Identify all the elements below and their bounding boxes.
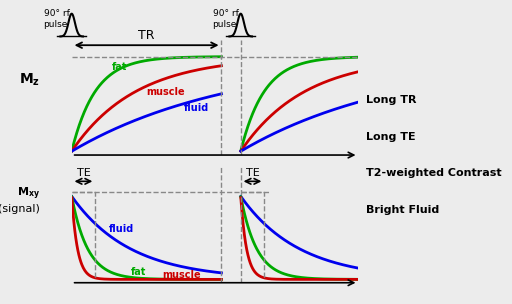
Text: fluid: fluid [109, 224, 134, 234]
Text: 90° rf
pulse: 90° rf pulse [44, 9, 70, 29]
Text: muscle: muscle [163, 270, 201, 280]
Text: fat: fat [131, 267, 146, 277]
Text: Long TE: Long TE [366, 132, 416, 142]
Text: T2-weighted Contrast: T2-weighted Contrast [366, 168, 502, 178]
Text: Bright Fluid: Bright Fluid [366, 205, 439, 215]
Text: TE: TE [77, 168, 90, 178]
Text: $\mathbf{M_{xy}}$
(signal): $\mathbf{M_{xy}}$ (signal) [0, 185, 40, 214]
Text: fluid: fluid [184, 103, 209, 113]
Text: TR: TR [138, 29, 155, 42]
Text: $\mathbf{M_z}$: $\mathbf{M_z}$ [19, 72, 40, 88]
Text: muscle: muscle [146, 87, 185, 97]
Text: Long TR: Long TR [366, 95, 417, 105]
Text: 90° rf
pulse: 90° rf pulse [212, 9, 239, 29]
Text: TE: TE [246, 168, 260, 178]
Text: fat: fat [112, 62, 127, 72]
